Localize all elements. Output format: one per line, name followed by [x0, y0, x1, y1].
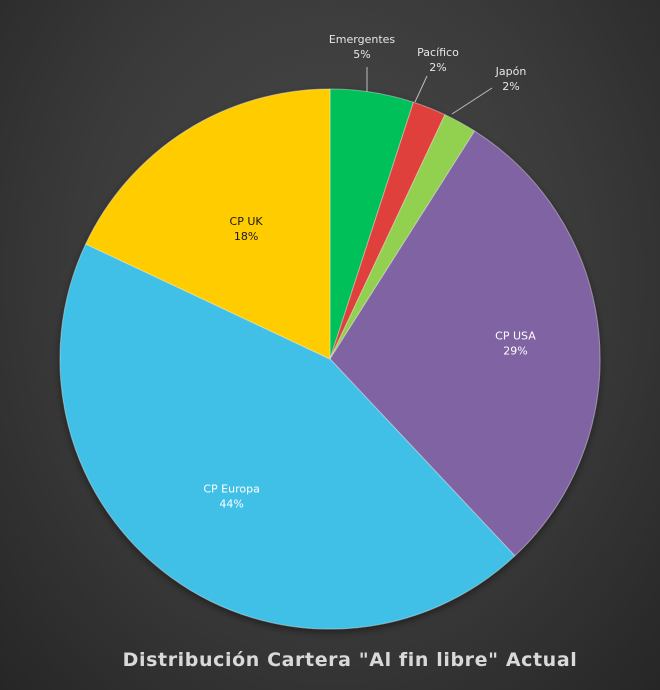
pie-slice-cp-uk	[85, 88, 331, 360]
slice-percent-label: 2%	[502, 80, 519, 93]
chart-title: Distribución Cartera "Al fin libre" Actu…	[123, 649, 578, 671]
slice-label: CP UK	[230, 215, 264, 228]
pie-slice-cp-usa	[329, 130, 601, 557]
leader-line	[451, 87, 493, 115]
leader-line	[414, 75, 428, 103]
slice-labels: Emergentes 5% Pacífico 2% Japón 2% CP USA 29% CP…	[203, 33, 536, 510]
slice-label: Emergentes	[329, 33, 396, 46]
slice-label: CP USA	[495, 329, 536, 342]
pie-slice-cp-europa	[59, 243, 516, 630]
pie-slices	[59, 88, 601, 630]
slice-percent-label: 29%	[503, 344, 527, 357]
leader-lines	[366, 67, 493, 115]
slice-label: Pacífico	[417, 46, 459, 59]
slice-percent-label: 44%	[219, 497, 243, 510]
slice-label: CP Europa	[203, 482, 259, 495]
slice-percent-label: 5%	[353, 48, 370, 61]
slice-percent-label: 18%	[234, 230, 258, 243]
slice-percent-label: 2%	[429, 61, 446, 74]
slice-label: Japón	[495, 65, 527, 78]
